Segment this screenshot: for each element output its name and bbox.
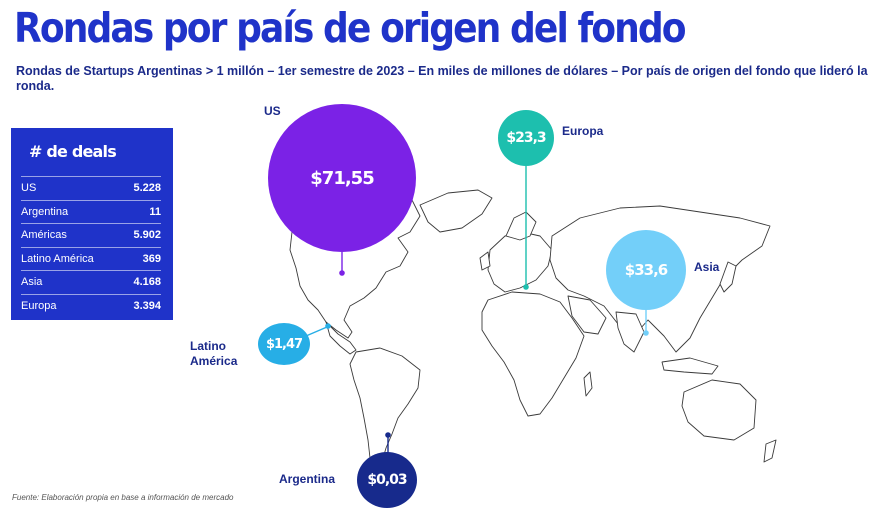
deals-row-value: 369 [142,252,161,265]
asia-bubble: $33,6 [606,230,686,310]
deals-row-asia: Asia 4.168 [21,270,161,294]
europa-bubble: $23,3 [498,110,554,166]
greenland-shape [419,189,493,233]
asia-marker-dot [643,330,649,336]
latam-bubble: $1,47 [258,323,310,365]
latam-label-line1: Latino [190,339,226,353]
deals-table-title: # de deals [29,142,117,161]
scandinavia-shape [505,211,537,241]
deals-row-value: 5.902 [133,229,161,242]
deals-row-us: US 5.228 [21,176,161,200]
deals-row-label: US [21,182,37,194]
deals-row-label: Américas [21,229,67,242]
deals-row-label: Asia [21,276,43,289]
us-marker-dot [339,270,345,276]
us-label: US [264,104,281,118]
deals-row-latino-america: Latino América 369 [21,246,161,271]
japan-shape [719,261,737,293]
europa-marker-dot [523,284,529,290]
deals-row-value: 5.228 [133,182,161,194]
asia-amount: $33,6 [624,261,668,279]
central-america-shape [325,321,357,355]
latam-amount: $1,47 [265,336,303,352]
source-note: Fuente: Elaboración propia en base a inf… [12,493,234,502]
argentina-bubble: $0,03 [357,452,417,508]
deals-row-label: Argentina [21,205,69,218]
deals-row-americas: Américas 5.902 [21,223,161,247]
australia-shape [681,379,757,441]
new-zealand-shape [763,439,777,463]
africa-shape [481,291,585,417]
latam-label: Latino América [190,339,237,369]
page-title: Rondas por país de origen del fondo [14,4,687,52]
us-amount: $71,55 [310,167,374,189]
deals-row-value: 3.394 [133,299,161,312]
indonesia-shape [661,357,719,375]
latam-marker-dot [325,323,331,329]
asia-label: Asia [694,260,720,274]
deals-row-label: Europa [21,299,57,312]
europa-label: Europa [562,124,604,138]
us-bubble: $71,55 [268,104,416,252]
argentina-label: Argentina [279,472,336,486]
page-subtitle: Rondas de Startups Argentinas > 1 millón… [16,64,868,93]
uk-shape [479,251,491,271]
deals-row-value: 11 [149,205,161,218]
arabia-shape [567,295,607,335]
madagascar-shape [583,371,593,397]
india-shape [615,311,645,353]
latam-connector-line [305,326,328,337]
europa-amount: $23,3 [506,130,546,146]
deals-table: # de deals US 5.228 Argentina 11 América… [11,128,173,320]
deals-row-value: 4.168 [133,276,161,289]
argentina-marker-dot [385,432,391,438]
latam-label-line2: América [190,354,238,368]
deals-row-argentina: Argentina 11 [21,199,161,224]
argentina-amount: $0,03 [367,472,407,488]
deals-row-europa: Europa 3.394 [21,293,161,318]
deals-row-label: Latino América [21,252,94,265]
